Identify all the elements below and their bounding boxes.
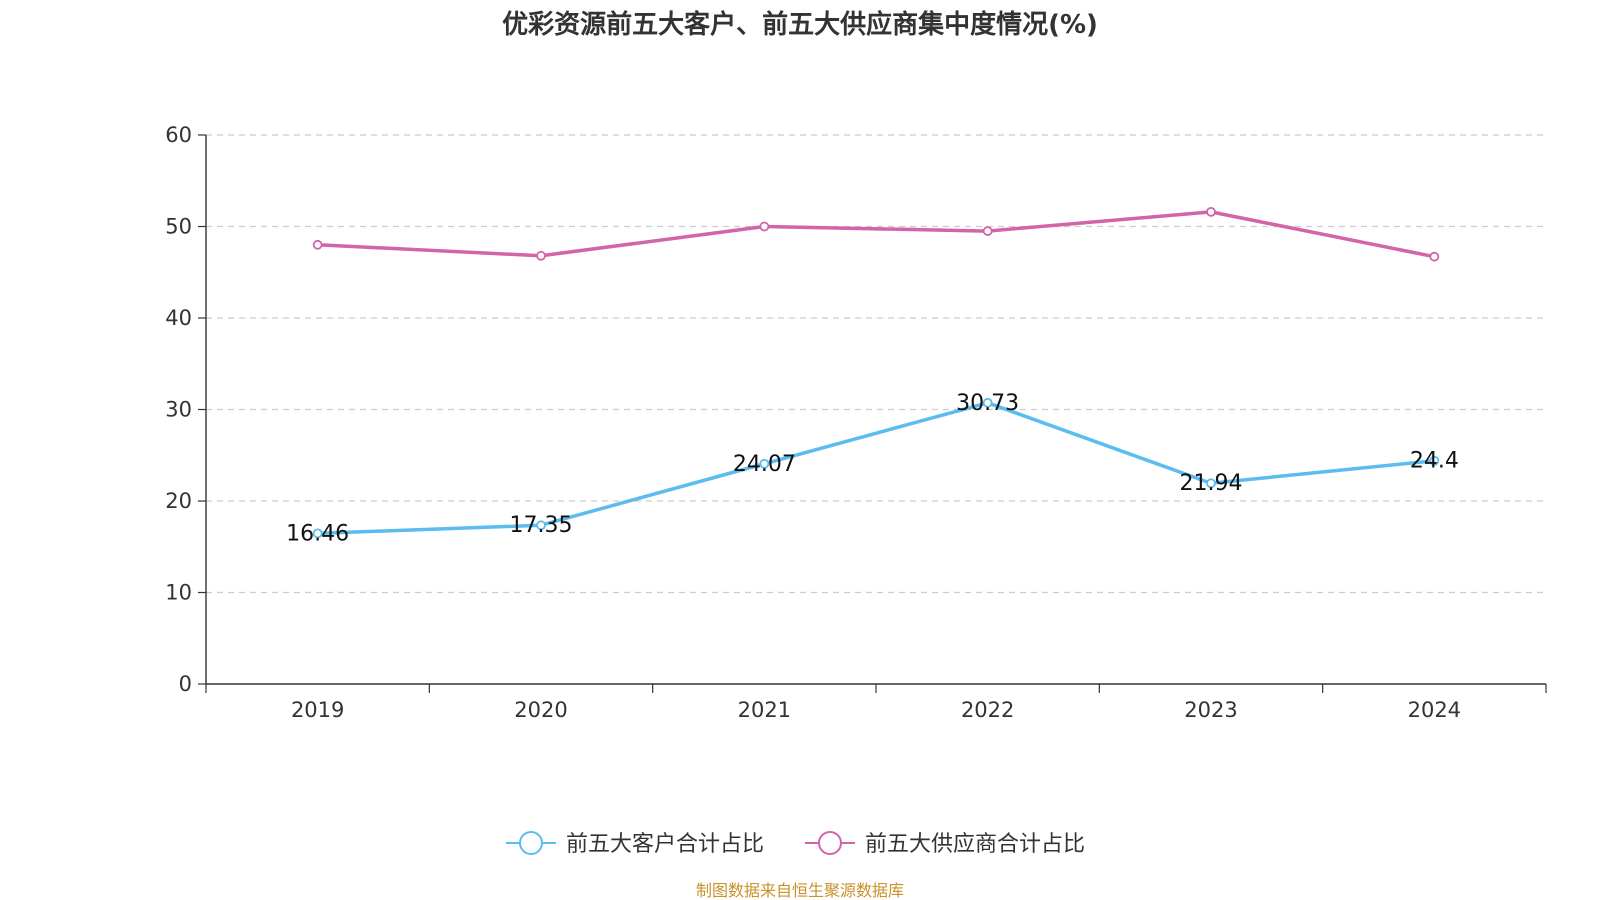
x-tick-label-2020: 2020 — [514, 698, 567, 722]
x-tick-label-2024: 2024 — [1408, 698, 1461, 722]
series-0-label-2023: 21.94 — [1180, 471, 1243, 496]
axes: 0 10 20 30 40 50 60 2019 2020 2021 2022 2023 2024 — [165, 123, 1547, 722]
series-0-point-2021 — [759, 458, 770, 469]
data-labels: 16.46 17.35 24.07 30.73 21.94 24.4 — [286, 391, 1459, 547]
series-0-label-2020: 17.35 — [510, 513, 573, 538]
legend[interactable]: 前五大客户合计占比 前五大供应商合计占比 — [506, 831, 1085, 857]
series-1-point-2023 — [1206, 206, 1216, 217]
x-tick-label-2019: 2019 — [291, 698, 344, 722]
x-tick-label-2021: 2021 — [738, 698, 791, 722]
series-line-1 — [317, 210, 1435, 259]
series-0-point-2020 — [536, 520, 546, 531]
series-0-label-2024: 24.4 — [1410, 449, 1459, 474]
series-0-label-2022: 30.73 — [956, 391, 1019, 416]
legend-marker-0 — [519, 831, 543, 855]
gridlines — [206, 134, 1546, 594]
series-1-point-2020 — [536, 250, 546, 261]
series-0-point-2024 — [1429, 455, 1440, 466]
y-tick-label-10: 10 — [165, 581, 192, 605]
series-0-label-2021: 24.07 — [733, 452, 796, 477]
series-0-point-2022 — [982, 397, 993, 408]
legend-marker-1 — [818, 831, 842, 855]
series-lines — [312, 206, 1440, 539]
series-1-point-2022 — [982, 226, 993, 236]
series-0-label-2019: 16.46 — [286, 521, 349, 546]
series-1-point-2024 — [1429, 251, 1440, 262]
series-0-point-2019 — [312, 528, 323, 539]
y-tick-label-40: 40 — [165, 306, 192, 330]
series-line-0 — [317, 401, 1435, 536]
legend-item-1[interactable]: 前五大供应商合计占比 — [805, 831, 1085, 857]
legend-item-0[interactable]: 前五大客户合计占比 — [506, 831, 764, 857]
legend-label-1: 前五大供应商合计占比 — [865, 832, 1085, 857]
series-1-point-2019 — [312, 239, 323, 250]
series-1-point-2021 — [759, 221, 770, 232]
x-tick-label-2022: 2022 — [961, 698, 1014, 722]
legend-label-0: 前五大客户合计占比 — [566, 832, 764, 857]
source-note: 制图数据来自恒生聚源数据库 — [696, 881, 904, 900]
y-tick-label-30: 30 — [165, 398, 192, 422]
series-0-point-2023 — [1206, 478, 1216, 489]
x-tick-label-2023: 2023 — [1184, 698, 1237, 722]
y-tick-label-50: 50 — [165, 215, 192, 239]
y-tick-label-20: 20 — [165, 489, 192, 513]
chart-title: 优彩资源前五大客户、前五大供应商集中度情况(%) — [502, 9, 1098, 40]
y-tick-label-0: 0 — [179, 672, 192, 696]
y-tick-label-60: 60 — [165, 123, 192, 147]
